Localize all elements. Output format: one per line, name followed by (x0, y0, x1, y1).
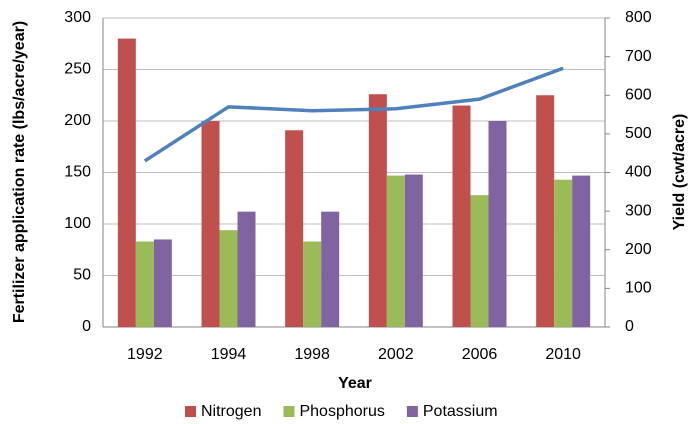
y-tick-label: 150 (64, 164, 91, 181)
x-tick-label: 1992 (127, 346, 163, 363)
legend-label: Potassium (423, 403, 498, 420)
yield-line (143, 66, 564, 163)
y-tick-label: 0 (82, 318, 91, 335)
bar (470, 195, 489, 327)
bar (153, 239, 172, 327)
legend-swatch (406, 406, 418, 417)
bar (201, 121, 220, 327)
x-tick-label: 1994 (211, 346, 247, 363)
y2-tick-label: 100 (625, 280, 652, 297)
bar (554, 179, 573, 327)
legend-label: Nitrogen (201, 403, 261, 420)
y2-tick-label: 0 (625, 318, 634, 335)
legend-label: Phosphorus (299, 403, 384, 420)
y2-tick-label: 400 (625, 164, 652, 181)
legend-swatch (185, 406, 196, 417)
y2-tick-label: 800 (625, 9, 652, 26)
x-tick-label: 2002 (378, 346, 414, 363)
bar (117, 38, 136, 327)
bar (285, 130, 304, 327)
bar (386, 175, 405, 327)
y-tick-label: 100 (64, 215, 91, 232)
bar (368, 94, 387, 327)
bar (536, 95, 555, 327)
y2-tick-label: 500 (625, 125, 652, 142)
x-tick-label: 2006 (462, 346, 498, 363)
y-tick-label: 50 (73, 267, 91, 284)
bar (303, 241, 322, 327)
bar (135, 241, 154, 327)
bar (219, 230, 238, 327)
y2-tick-label: 200 (625, 241, 652, 258)
y2-tick-label: 600 (625, 86, 652, 103)
y-tick-label: 250 (64, 61, 91, 78)
y2-axis-title: Yield (cwt/acre) (671, 114, 688, 231)
bar (321, 211, 340, 327)
legend-swatch (283, 406, 295, 417)
y2-tick-label: 300 (625, 202, 652, 219)
x-tick-label: 2010 (545, 346, 581, 363)
y-axis-title: Fertilizer application rate (lbs/acre/ye… (11, 21, 28, 323)
bar (488, 121, 507, 327)
y-tick-label: 200 (64, 112, 91, 129)
bar (237, 211, 256, 327)
y-tick-label: 300 (64, 9, 91, 26)
x-tick-label: 1998 (294, 346, 330, 363)
bar (572, 175, 591, 327)
x-axis-title: Year (338, 375, 372, 392)
bar (404, 174, 423, 327)
bar (452, 105, 471, 327)
y2-tick-label: 700 (625, 48, 652, 65)
